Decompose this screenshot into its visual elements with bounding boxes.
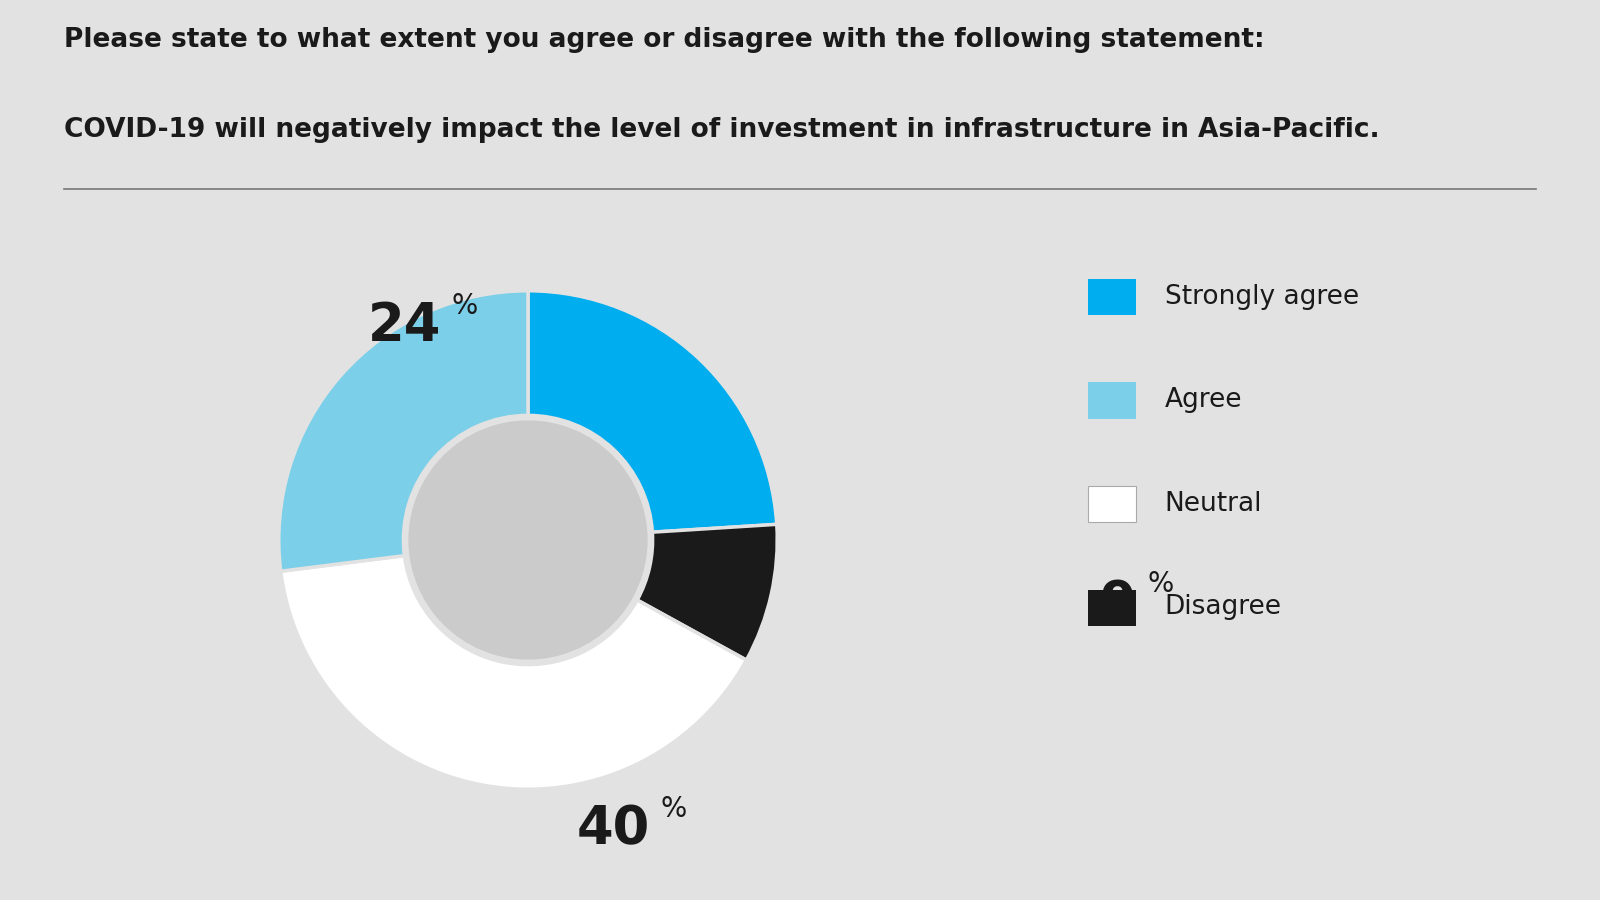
Text: %: % <box>451 292 478 320</box>
Text: Please state to what extent you agree or disagree with the following statement:: Please state to what extent you agree or… <box>64 27 1264 53</box>
Text: Disagree: Disagree <box>1165 595 1282 620</box>
Text: Strongly agree: Strongly agree <box>1165 284 1358 310</box>
Wedge shape <box>637 525 778 660</box>
Text: 40: 40 <box>578 803 650 855</box>
Text: Agree: Agree <box>1165 388 1242 413</box>
Wedge shape <box>278 291 528 572</box>
Text: 9: 9 <box>1099 578 1136 630</box>
Wedge shape <box>528 291 776 532</box>
Text: Neutral: Neutral <box>1165 491 1262 517</box>
Circle shape <box>408 420 648 660</box>
Text: %: % <box>1147 571 1173 598</box>
Wedge shape <box>280 555 747 789</box>
Text: 24: 24 <box>368 300 442 352</box>
Text: %: % <box>661 795 686 824</box>
Text: COVID-19 will negatively impact the level of investment in infrastructure in Asi: COVID-19 will negatively impact the leve… <box>64 117 1379 143</box>
